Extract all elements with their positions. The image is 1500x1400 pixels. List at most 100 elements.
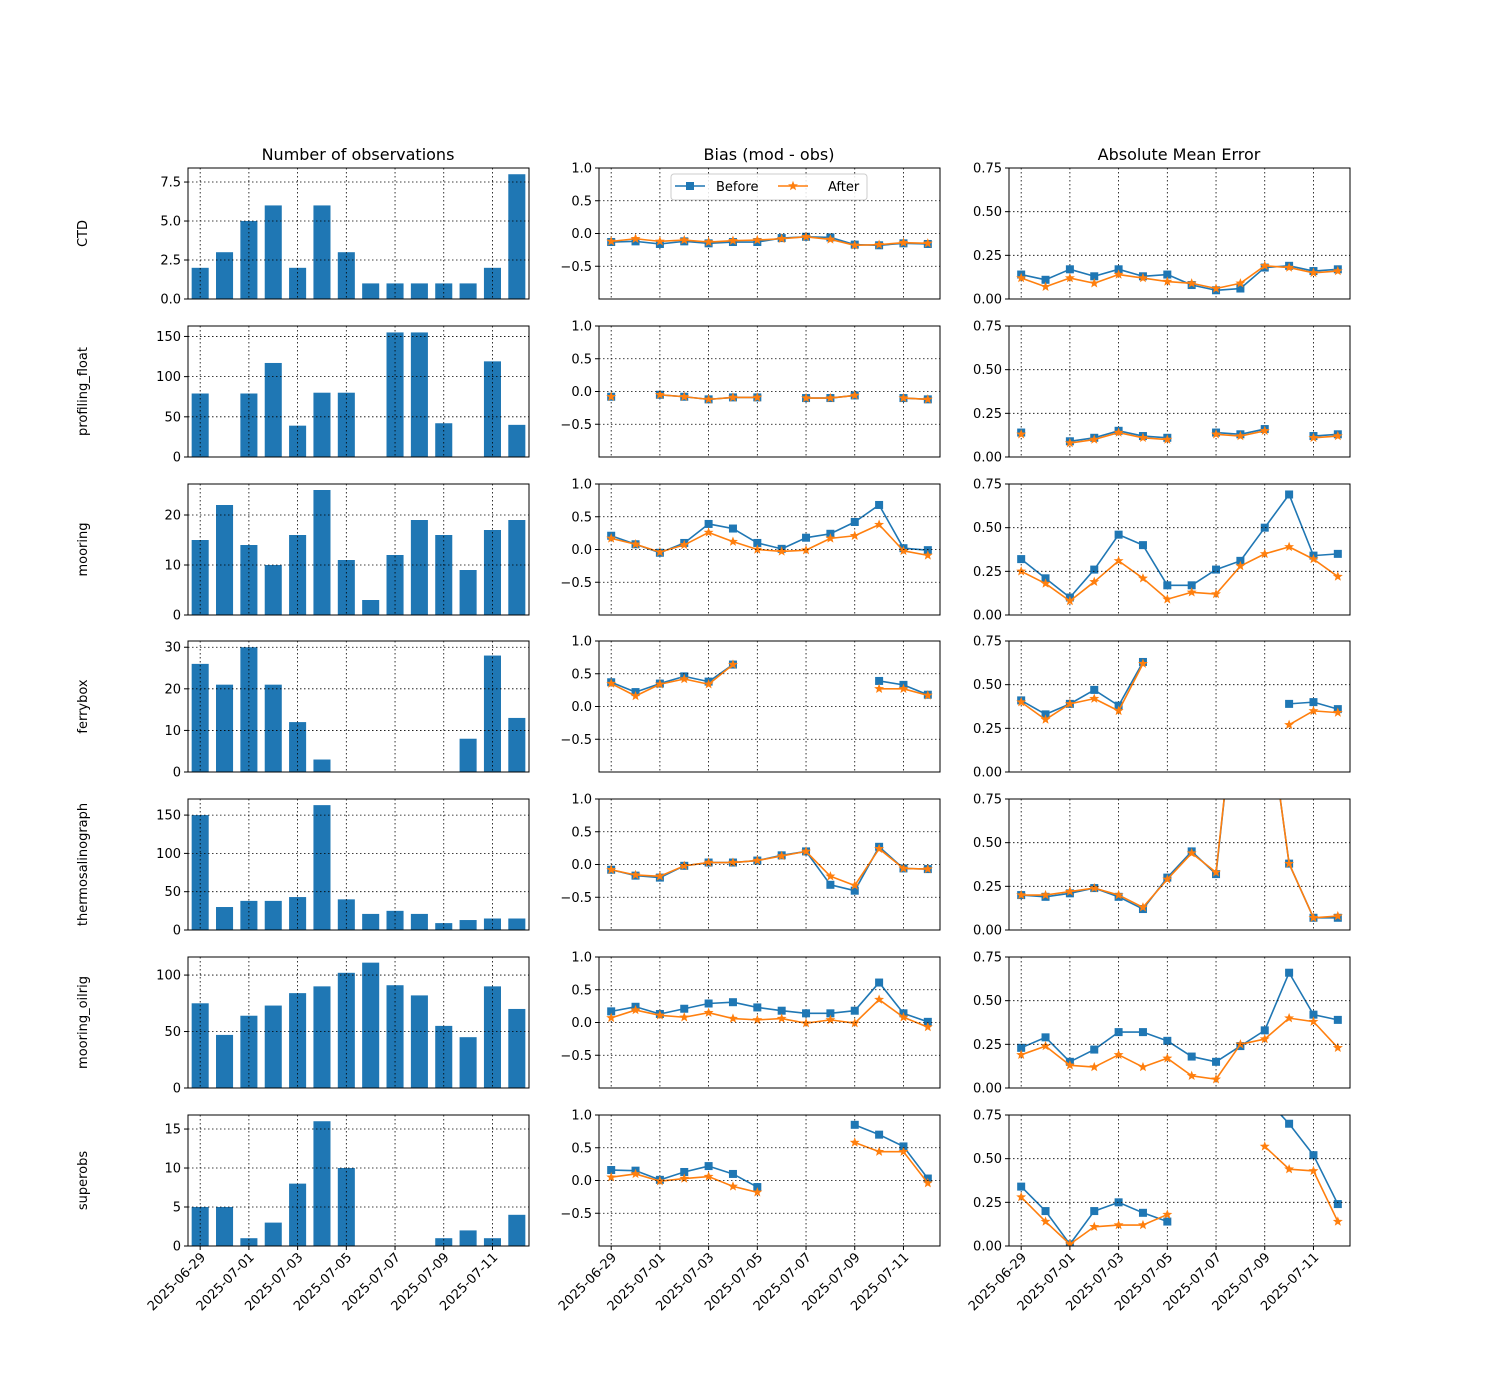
- before-series-point: [704, 1162, 713, 1171]
- y-tick-label: 0.00: [973, 766, 1002, 781]
- y-tick-label: 100: [156, 370, 181, 385]
- before-series-point: [875, 1130, 884, 1139]
- after-series-segment: [1142, 878, 1168, 908]
- after-series-segment: [902, 1151, 929, 1184]
- panel-frame: [598, 325, 941, 458]
- bar: [289, 897, 307, 930]
- after-series-point: [1138, 573, 1148, 583]
- before-series-point: [850, 1120, 859, 1129]
- before-series-point: [1041, 574, 1050, 583]
- after-series-segment: [1191, 852, 1217, 873]
- after-series-segment: [1020, 1196, 1047, 1223]
- after-series-point: [898, 392, 909, 403]
- before-series-segment: [1093, 689, 1120, 707]
- bar: [410, 520, 428, 615]
- after-series-point: [922, 690, 933, 700]
- bar: [508, 918, 526, 930]
- before-series-segment: [902, 1145, 929, 1180]
- y-tick-label: 0.0: [571, 700, 592, 715]
- column-title-bias: Bias (mod - obs): [704, 145, 835, 164]
- after-series-point: [752, 234, 763, 245]
- after-series-point: [606, 391, 617, 401]
- bar: [216, 505, 234, 615]
- after-series-segment: [1069, 697, 1095, 705]
- after-series-segment: [708, 663, 734, 685]
- before-series-segment: [805, 850, 832, 886]
- before-series-point: [1114, 265, 1123, 274]
- after-series-point: [1332, 430, 1343, 441]
- after-series-segment: [1191, 591, 1217, 595]
- before-series-segment: [684, 1002, 709, 1010]
- bar: [459, 283, 477, 299]
- after-series-segment: [878, 524, 905, 552]
- panel-ame: 0.00 0.25 0.50 0.75: [973, 478, 1351, 624]
- after-series-segment: [1167, 280, 1192, 285]
- before-series-segment: [1094, 430, 1119, 439]
- panel-ame-plot: [1016, 326, 1343, 457]
- before-series-point: [1285, 1119, 1294, 1128]
- before-series-segment: [708, 1001, 734, 1005]
- before-series-point: [1163, 270, 1172, 279]
- before-series-segment: [1117, 661, 1144, 707]
- panel-ame-plot: [1016, 168, 1343, 299]
- panel-counts: 0 50 100: [156, 956, 530, 1097]
- y-tick-label: 0.25: [973, 249, 1002, 264]
- after-series-point: [752, 855, 763, 865]
- y-tick-label: 0.75: [973, 951, 1002, 966]
- y-tick-label: 0.50: [973, 994, 1002, 1009]
- y-tick-label: 0.0: [571, 1174, 592, 1189]
- panel-bias: −0.5 0.0 0.5 1.0: [560, 320, 941, 458]
- bar: [435, 423, 453, 457]
- y-tick-label: 0.50: [973, 1152, 1002, 1167]
- bar: [483, 1238, 501, 1246]
- after-series-segment: [781, 549, 807, 553]
- panel-frame: [598, 956, 941, 1089]
- before-series-point: [923, 546, 932, 555]
- after-series-segment: [757, 548, 782, 553]
- before-series-segment: [1044, 1036, 1071, 1063]
- after-series-point: [1040, 889, 1051, 900]
- bar: [337, 560, 355, 615]
- after-series-segment: [830, 534, 855, 540]
- y-tick-label: 0.25: [973, 565, 1002, 580]
- before-series-segment: [1191, 568, 1217, 586]
- after-series-segment: [1069, 581, 1095, 602]
- after-series-segment: [1166, 1057, 1193, 1077]
- after-series-point: [1016, 696, 1027, 707]
- y-tick-label: 1.0: [571, 478, 592, 493]
- after-series-point: [630, 233, 641, 243]
- panel-frame: [1008, 325, 1351, 458]
- before-series-point: [728, 998, 737, 1007]
- after-series-segment: [1215, 799, 1225, 873]
- before-series-segment: [1142, 1212, 1168, 1223]
- panel-frame: [187, 167, 530, 300]
- y-tick-label: 0.5: [571, 1141, 592, 1156]
- panel-frame: [187, 956, 530, 1089]
- after-series-segment: [611, 868, 636, 876]
- after-series-segment: [854, 243, 880, 247]
- before-series-segment: [781, 1009, 807, 1015]
- panel-frame: [1008, 167, 1351, 300]
- y-tick-label: 0.5: [571, 667, 592, 682]
- after-series-point: [679, 391, 690, 401]
- after-series-segment: [1118, 894, 1144, 909]
- after-series-segment: [1142, 436, 1168, 441]
- row-label: superobs: [76, 1151, 91, 1211]
- before-series-point: [1041, 275, 1050, 284]
- before-series-point: [826, 880, 835, 889]
- before-series-segment: [1045, 892, 1071, 898]
- after-series-point: [606, 1172, 617, 1182]
- before-series-segment: [611, 240, 636, 243]
- before-series-point: [680, 1004, 689, 1013]
- before-series-segment: [708, 241, 734, 245]
- before-series-segment: [1264, 972, 1290, 1031]
- bar: [386, 985, 404, 1088]
- before-series-segment: [1191, 1055, 1217, 1063]
- before-series-point: [704, 999, 713, 1008]
- after-series-segment: [684, 239, 709, 243]
- after-series-segment: [1264, 1017, 1290, 1040]
- bar: [216, 907, 234, 930]
- panel-counts: 0 10 20: [164, 483, 530, 624]
- before-series-segment: [1020, 699, 1046, 716]
- after-series-segment: [611, 237, 636, 243]
